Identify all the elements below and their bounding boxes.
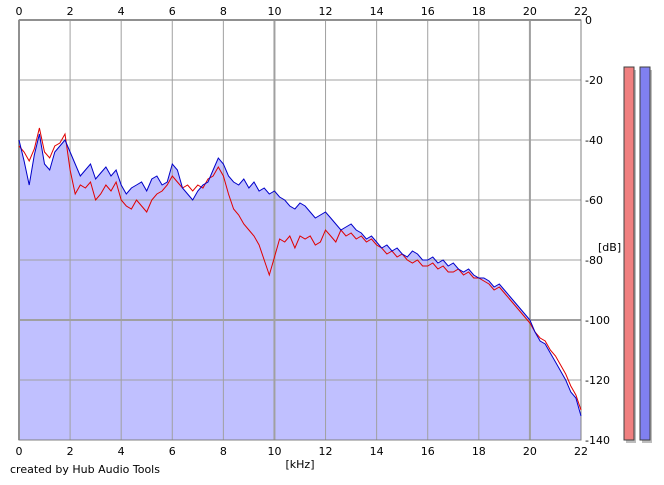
y-tick-label: -40	[585, 134, 603, 147]
x-tick-label-bottom: 10	[267, 445, 281, 458]
x-tick-label-top: 2	[67, 5, 74, 18]
x-tick-label-top: 10	[267, 5, 281, 18]
y-tick-label: 0	[585, 14, 592, 27]
x-tick-label-bottom: 2	[67, 445, 74, 458]
x-tick-label-bottom: 8	[220, 445, 227, 458]
x-tick-label-bottom: 20	[523, 445, 537, 458]
y-axis-label: [dB]	[598, 241, 621, 254]
x-tick-label-top: 8	[220, 5, 227, 18]
x-tick-label-top: 4	[118, 5, 125, 18]
series-line-1	[18, 127, 582, 411]
x-tick-label-bottom: 12	[319, 445, 333, 458]
x-tick-label-bottom: 22	[574, 445, 588, 458]
level-meter-1	[623, 66, 635, 441]
x-tick-label-bottom: 6	[169, 445, 176, 458]
credit-text: created by Hub Audio Tools	[10, 463, 160, 476]
x-tick-label-top: 16	[421, 5, 435, 18]
x-tick-label-top: 14	[370, 5, 384, 18]
spectrum-fill-area	[19, 134, 581, 440]
x-tick-label-bottom: 16	[421, 445, 435, 458]
x-tick-label-bottom: 0	[16, 445, 23, 458]
x-tick-label-bottom: 4	[118, 445, 125, 458]
x-tick-label-top: 22	[574, 5, 588, 18]
y-tick-label: -140	[585, 434, 610, 447]
level-meter-2	[639, 66, 651, 441]
grid-layer	[18, 19, 582, 441]
series-line-2	[18, 133, 582, 417]
x-tick-label-top: 6	[169, 5, 176, 18]
x-tick-label-bottom: 14	[370, 445, 384, 458]
x-tick-label-top: 0	[16, 5, 23, 18]
level-meters	[623, 66, 652, 443]
x-axis-label: [kHz]	[286, 458, 315, 471]
x-tick-label-top: 12	[319, 5, 333, 18]
spectrum-fill-layer	[19, 134, 581, 440]
series-layer	[18, 127, 582, 417]
y-tick-label: -60	[585, 194, 603, 207]
plot-frame	[18, 19, 582, 441]
x-tick-label-bottom: 18	[472, 445, 486, 458]
axis-layer: 002244668810101212141416161818202022220-…	[16, 5, 622, 471]
x-tick-label-top: 18	[472, 5, 486, 18]
y-tick-label: -80	[585, 254, 603, 267]
y-tick-label: -20	[585, 74, 603, 87]
y-tick-label: -100	[585, 314, 610, 327]
x-tick-label-top: 20	[523, 5, 537, 18]
y-tick-label: -120	[585, 374, 610, 387]
